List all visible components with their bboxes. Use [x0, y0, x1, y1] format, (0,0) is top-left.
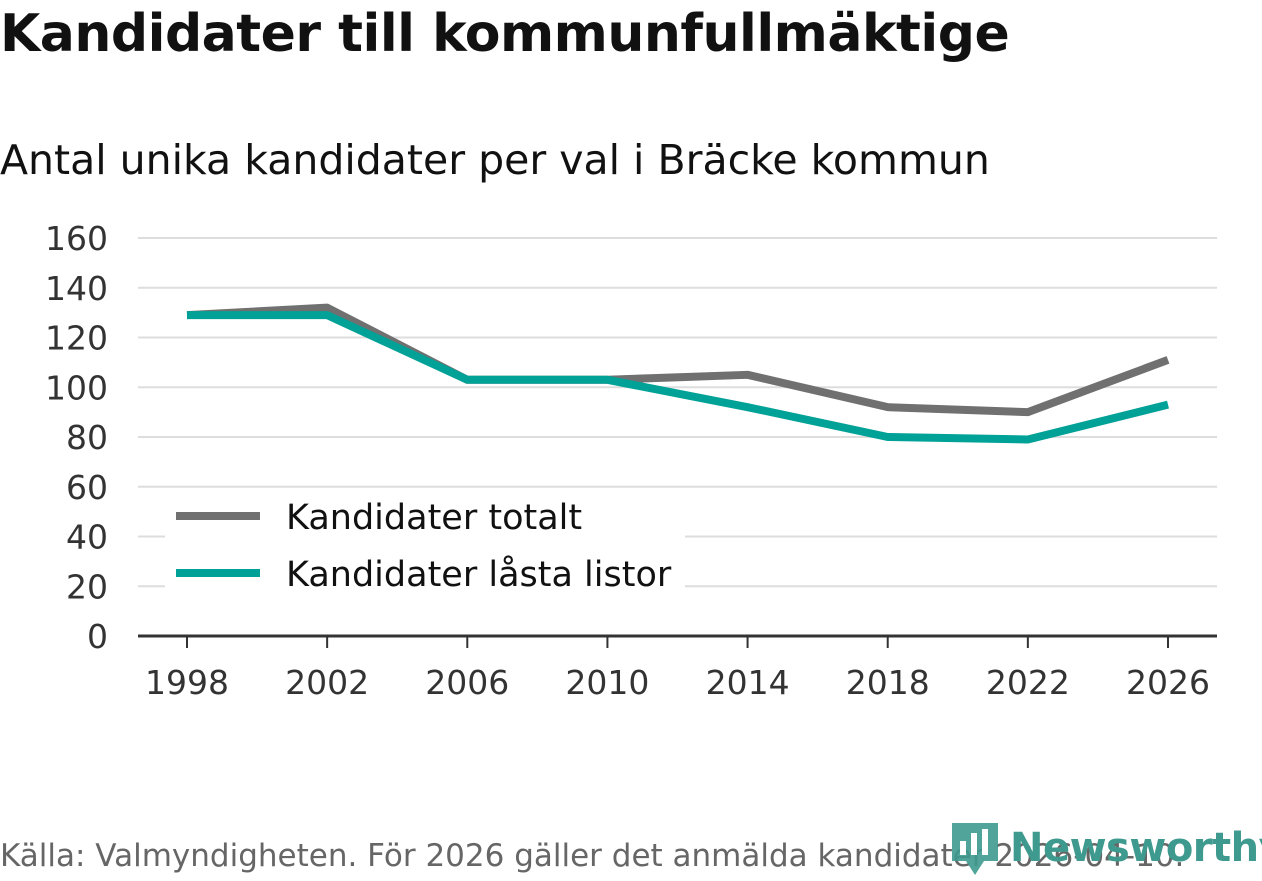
x-tick-label: 2014	[706, 663, 790, 702]
x-tick-label: 2002	[285, 663, 369, 702]
y-tick-label: 0	[87, 617, 108, 656]
y-axis-ticks: 0 20 40 60 80 100 120 140 160	[45, 219, 108, 656]
legend: Kandidater totalt Kandidater låsta listo…	[165, 488, 685, 606]
y-tick-label: 40	[66, 518, 108, 557]
y-tick-label: 160	[45, 219, 108, 258]
x-tick-label: 2010	[565, 663, 649, 702]
x-tick-label: 1998	[145, 663, 229, 702]
brand-logo: Newsworthy	[950, 818, 1262, 878]
y-tick-label: 80	[66, 418, 108, 457]
x-tick-label: 2022	[986, 663, 1070, 702]
y-tick-label: 20	[66, 567, 108, 606]
legend-label-total: Kandidater totalt	[286, 498, 582, 538]
y-tick-label: 120	[45, 319, 108, 358]
brand-name: Newsworthy	[1010, 825, 1262, 871]
x-axis: 1998 2002 2006 2010 2014 2018 2022 2026	[138, 636, 1217, 702]
legend-label-locked: Kandidater låsta listor	[286, 554, 672, 595]
newsworthy-logo-icon	[950, 819, 1000, 877]
x-tick-label: 2026	[1126, 663, 1210, 702]
x-tick-label: 2018	[846, 663, 930, 702]
y-tick-label: 100	[45, 368, 108, 407]
y-tick-label: 60	[66, 468, 108, 507]
y-tick-label: 140	[45, 269, 108, 308]
x-tick-label: 2006	[425, 663, 509, 702]
series-lines	[187, 308, 1168, 440]
